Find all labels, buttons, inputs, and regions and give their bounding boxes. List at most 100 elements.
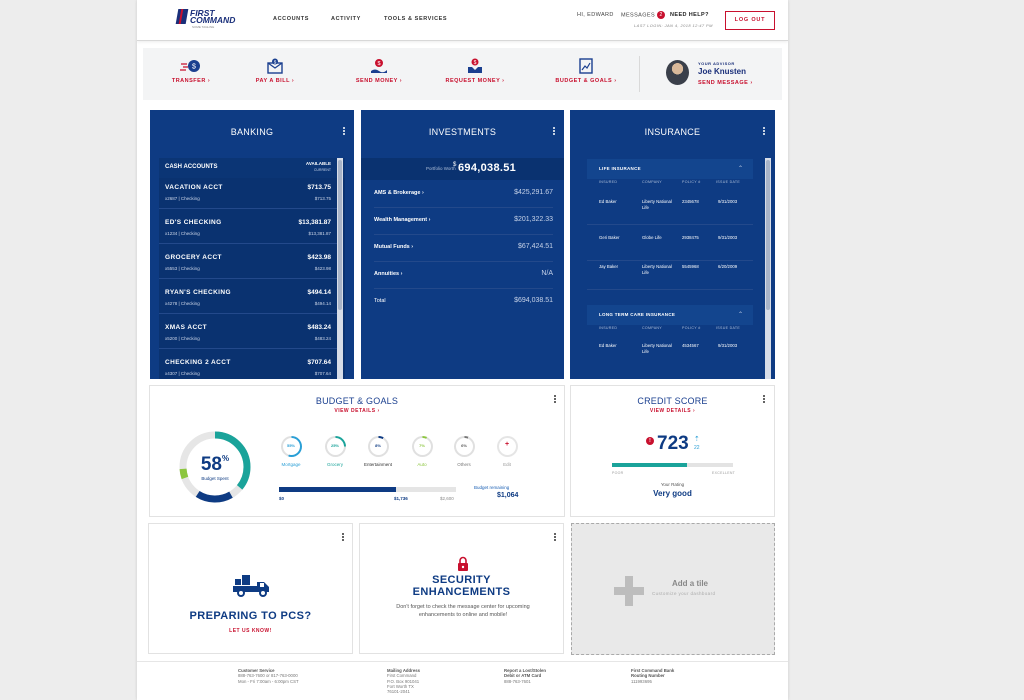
cash-accounts-list: CASH ACCOUNTS AVAILABLE CURRENT VACATION… <box>159 158 345 379</box>
budget-min: $0 <box>279 496 285 501</box>
pcs-menu-icon[interactable] <box>342 533 344 541</box>
policy-company: Globe Life <box>642 235 662 240</box>
credit-scale-fill <box>612 463 688 467</box>
policy-row[interactable]: Geri Baker Globe Life 2938475 9/31/2003 <box>587 231 753 261</box>
policy-number: 2938475 <box>682 235 699 240</box>
account-current: $707.64 <box>314 371 331 376</box>
account-available: $13,381.87 <box>298 219 331 226</box>
first-command-logo[interactable]: FIRST COMMAND SOME TAGLINE <box>175 9 239 29</box>
credit-menu-icon[interactable] <box>763 395 765 403</box>
logo-tagline: SOME TAGLINE <box>192 25 215 29</box>
insurance-title: INSURANCE <box>644 127 701 137</box>
footer-line: 76101-2041 <box>387 689 410 695</box>
budget-category[interactable]: 55% Mortgage <box>279 436 303 467</box>
policy-row[interactable]: Jay Baker Liberty National Life 5545968 … <box>587 260 753 290</box>
account-current: $713.75 <box>314 196 331 201</box>
budget-edit-category[interactable]: + Edit <box>495 436 519 467</box>
category-ring: 7% <box>411 436 433 457</box>
policy-company: Liberty National Life <box>642 343 672 354</box>
quick-action-send-money[interactable]: $ SEND MONEY › <box>339 58 419 84</box>
quick-action-pay-bill[interactable]: $ PAY A BILL › <box>235 58 315 84</box>
budget-goals-card: BUDGET & GOALS VIEW DETAILS › 58% Budget… <box>149 385 565 517</box>
long-term-care-header[interactable]: LONG TERM CARE INSURANCE ⌃ <box>587 305 753 325</box>
add-tile-title: Add a tile <box>672 579 709 588</box>
budget-view-details-link[interactable]: VIEW DETAILS › <box>334 408 380 414</box>
moving-truck-icon <box>233 575 269 597</box>
portfolio-worth-value: 694,038.51 <box>458 162 517 174</box>
account-available: $423.98 <box>307 254 332 261</box>
score-change: 22 <box>694 445 700 451</box>
life-insurance-header[interactable]: LIFE INSURANCE ⌃ <box>587 159 753 179</box>
credit-scale-track <box>612 463 733 467</box>
footer-line: 111993695 <box>631 678 652 684</box>
col-issue-date: ISSUE DATE <box>716 180 741 184</box>
investment-row[interactable]: AMS & Brokerage › $425,291.67 <box>374 181 553 208</box>
nav-activity[interactable]: ACTIVITY <box>331 16 361 22</box>
banking-menu-icon[interactable] <box>343 127 345 135</box>
account-current: $423.98 <box>314 266 331 271</box>
donut-center: 58% Budget Spent <box>178 454 252 481</box>
banking-scrollbar[interactable] <box>337 158 343 379</box>
investments-title: INVESTMENTS <box>428 127 497 137</box>
footer-line: First Command <box>387 673 417 679</box>
account-current: $494.14 <box>314 301 331 306</box>
policy-issue-date: 6/20/2009 <box>718 264 738 269</box>
logout-button[interactable]: LOG OUT <box>725 11 775 30</box>
insurance-menu-icon[interactable] <box>763 127 765 135</box>
account-current: $483.24 <box>314 336 331 341</box>
need-help-link[interactable]: NEED HELP? <box>670 12 709 18</box>
send-message-link[interactable]: SEND MESSAGE › <box>698 80 753 86</box>
budget-category[interactable]: 6% Others <box>452 436 476 467</box>
add-tile-card[interactable]: Add a tile Customize your dashboard <box>571 523 775 655</box>
portfolio-worth-currency: $ <box>453 162 457 168</box>
account-name: VACATION ACCT <box>165 184 223 191</box>
category-pct: 6% <box>461 443 467 448</box>
policy-issue-date: 9/31/2003 <box>718 343 738 348</box>
scale-high-label: EXCELLENT <box>712 471 736 475</box>
security-title-line2: ENHANCEMENTS <box>412 586 511 598</box>
category-pct: 55% <box>286 443 295 448</box>
category-ring: 8% <box>367 436 389 457</box>
quick-action-label: BUDGET & GOALS › <box>555 78 617 84</box>
portfolio-worth-label: Portfolio Worth <box>426 166 456 171</box>
investments-menu-icon[interactable] <box>553 127 555 135</box>
account-number: x5200 | Checking <box>165 336 200 341</box>
quick-action-request-money[interactable]: $ REQUEST MONEY › <box>435 58 515 84</box>
nav-tools-services[interactable]: TOOLS & SERVICES <box>384 16 448 22</box>
messages-link[interactable]: MESSAGES 2 <box>621 11 666 19</box>
policy-issue-date: 9/31/2003 <box>718 199 738 204</box>
footer-title: Report a Lost/Stolen <box>504 668 547 673</box>
nav-accounts[interactable]: ACCOUNTS <box>273 16 309 22</box>
last-login-text: LAST LOGIN: JAN 4, 2018 12:47 PM <box>634 23 713 28</box>
quick-action-label: SEND MONEY › <box>355 78 403 84</box>
security-menu-icon[interactable] <box>554 533 556 541</box>
budget-category[interactable]: 25% Grocery <box>323 436 347 467</box>
credit-view-details-link[interactable]: VIEW DETAILS › <box>649 408 696 414</box>
cash-accounts-label: CASH ACCOUNTS <box>165 164 218 170</box>
add-tile-subtitle: Customize your dashboard <box>652 591 716 596</box>
insurance-scrollbar[interactable] <box>765 158 771 379</box>
category-name: Mortgage <box>281 462 301 467</box>
budget-category[interactable]: 8% Entertainment <box>364 436 392 467</box>
pcs-let-us-know-link[interactable]: LET US KNOW! <box>229 628 272 634</box>
account-name: ED'S CHECKING <box>165 219 222 226</box>
policy-number: 4534567 <box>682 343 699 348</box>
budget-menu-icon[interactable] <box>554 395 556 403</box>
quick-action-label: PAY A BILL › <box>255 78 295 84</box>
advisor-name: Joe Knusten <box>698 67 747 76</box>
credit-alert-icon[interactable]: ! <box>646 437 654 445</box>
quick-action-transfer[interactable]: $ TRANSFER › <box>151 58 231 84</box>
investment-row[interactable]: Wealth Management › $201,322.33 <box>374 208 553 235</box>
policy-row[interactable]: Ed Baker Liberty National Life 4534567 9… <box>587 339 753 369</box>
svg-text:$: $ <box>377 61 380 67</box>
quick-action-budget-goals[interactable]: BUDGET & GOALS › <box>546 58 626 84</box>
portfolio-worth-bar: Portfolio Worth $ 694,038.51 <box>361 158 564 180</box>
investment-row[interactable]: Annuities › N/A <box>374 262 553 289</box>
account-number: x4278 | Checking <box>165 301 200 306</box>
investment-row[interactable]: Mutual Funds › $67,424.51 <box>374 235 553 262</box>
investment-total-row: Total $694,038.51 <box>374 289 553 316</box>
policy-row[interactable]: Ed Baker Liberty National Life 2345678 9… <box>587 195 753 225</box>
budget-category[interactable]: 7% Auto <box>410 436 434 467</box>
footer-line: Mon - Fri 7:00am - 6:00pm CST <box>238 678 299 684</box>
quick-actions-bar: $ TRANSFER › $ PAY A BILL › $ SEND MONEY… <box>143 48 782 100</box>
